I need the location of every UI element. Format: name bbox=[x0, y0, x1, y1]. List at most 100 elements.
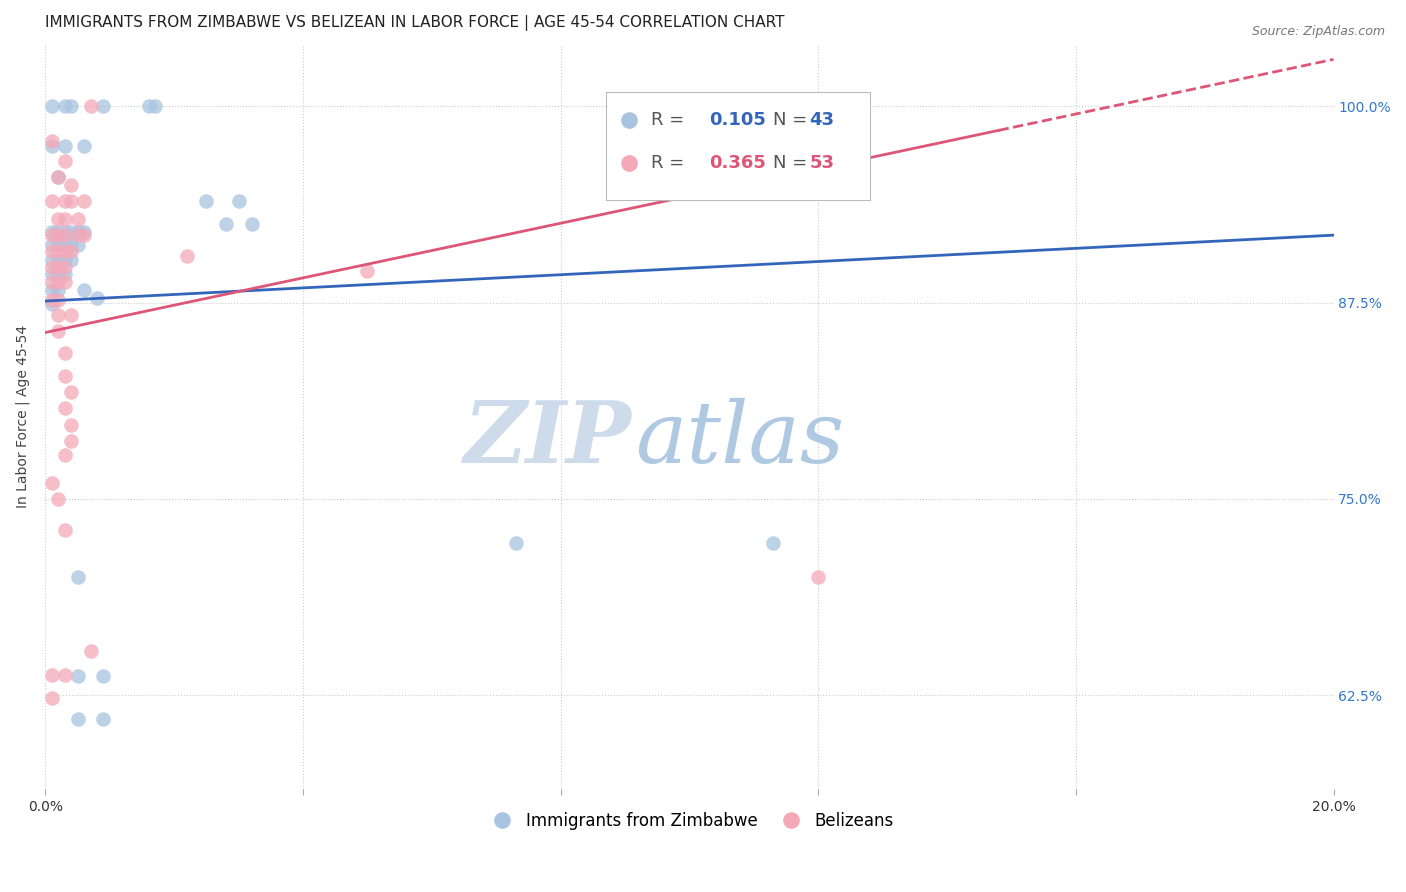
Point bbox=[66, 237, 89, 252]
Point bbox=[73, 138, 96, 153]
Point bbox=[41, 260, 63, 274]
Point bbox=[53, 194, 76, 208]
Point bbox=[807, 570, 830, 584]
Point bbox=[228, 194, 250, 208]
Point bbox=[53, 237, 76, 252]
Point bbox=[41, 237, 63, 252]
Point bbox=[53, 401, 76, 415]
Point bbox=[53, 253, 76, 268]
Point bbox=[240, 217, 263, 231]
Point bbox=[48, 244, 70, 258]
Point bbox=[176, 249, 198, 263]
Text: ZIP: ZIP bbox=[464, 397, 631, 481]
Point bbox=[66, 570, 89, 584]
Point bbox=[53, 268, 76, 282]
Point bbox=[41, 253, 63, 268]
Point bbox=[60, 418, 83, 433]
Point bbox=[93, 669, 115, 683]
Point bbox=[73, 194, 96, 208]
Point bbox=[66, 712, 89, 726]
Point bbox=[41, 283, 63, 297]
Text: atlas: atlas bbox=[636, 398, 845, 480]
Point bbox=[53, 225, 76, 239]
Point bbox=[93, 712, 115, 726]
Point bbox=[215, 217, 238, 231]
Point bbox=[356, 264, 378, 278]
Point bbox=[53, 260, 76, 274]
Point bbox=[60, 237, 83, 252]
Point bbox=[41, 134, 63, 148]
Point bbox=[41, 268, 63, 282]
Point bbox=[48, 293, 70, 307]
Point bbox=[86, 291, 108, 305]
Point bbox=[143, 99, 166, 113]
Point bbox=[66, 212, 89, 227]
Point bbox=[66, 228, 89, 243]
Point bbox=[48, 212, 70, 227]
Point bbox=[48, 225, 70, 239]
Text: N =: N = bbox=[773, 112, 807, 129]
Text: 53: 53 bbox=[810, 154, 834, 172]
Point bbox=[66, 225, 89, 239]
Point bbox=[48, 283, 70, 297]
Point bbox=[53, 244, 76, 258]
Point bbox=[41, 476, 63, 491]
Point bbox=[66, 669, 89, 683]
Point bbox=[41, 99, 63, 113]
Point bbox=[60, 308, 83, 322]
Point bbox=[53, 369, 76, 384]
Point bbox=[53, 346, 76, 360]
Point bbox=[60, 253, 83, 268]
Point bbox=[53, 667, 76, 681]
Point bbox=[53, 212, 76, 227]
Text: 43: 43 bbox=[810, 112, 834, 129]
Point bbox=[41, 228, 63, 243]
Point bbox=[53, 154, 76, 169]
Point bbox=[48, 275, 70, 289]
Text: 0.105: 0.105 bbox=[709, 112, 766, 129]
Point bbox=[48, 491, 70, 506]
Point bbox=[762, 536, 785, 550]
Point bbox=[73, 228, 96, 243]
Point bbox=[48, 228, 70, 243]
Y-axis label: In Labor Force | Age 45-54: In Labor Force | Age 45-54 bbox=[15, 325, 30, 508]
Point bbox=[41, 194, 63, 208]
Point bbox=[195, 194, 218, 208]
Point bbox=[53, 228, 76, 243]
Point bbox=[53, 523, 76, 537]
Point bbox=[60, 225, 83, 239]
Text: 0.365: 0.365 bbox=[709, 154, 766, 172]
Point bbox=[53, 275, 76, 289]
Text: N =: N = bbox=[773, 154, 807, 172]
Point bbox=[60, 194, 83, 208]
Text: Source: ZipAtlas.com: Source: ZipAtlas.com bbox=[1251, 25, 1385, 38]
Point bbox=[60, 434, 83, 448]
Point bbox=[60, 385, 83, 400]
Point bbox=[41, 244, 63, 258]
Point bbox=[48, 170, 70, 185]
Point bbox=[505, 536, 527, 550]
Point bbox=[48, 170, 70, 185]
Point bbox=[60, 244, 83, 258]
Point bbox=[53, 448, 76, 462]
Point bbox=[60, 99, 83, 113]
Point bbox=[48, 268, 70, 282]
Point bbox=[79, 99, 101, 113]
Text: IMMIGRANTS FROM ZIMBABWE VS BELIZEAN IN LABOR FORCE | AGE 45-54 CORRELATION CHAR: IMMIGRANTS FROM ZIMBABWE VS BELIZEAN IN … bbox=[45, 15, 785, 31]
Point bbox=[41, 667, 63, 681]
Point bbox=[53, 138, 76, 153]
Legend: Immigrants from Zimbabwe, Belizeans: Immigrants from Zimbabwe, Belizeans bbox=[479, 805, 900, 837]
Point bbox=[48, 324, 70, 338]
Point bbox=[73, 225, 96, 239]
Point bbox=[53, 99, 76, 113]
Point bbox=[41, 297, 63, 311]
Point bbox=[48, 260, 70, 274]
Text: R =: R = bbox=[651, 154, 685, 172]
Point bbox=[41, 138, 63, 153]
Point bbox=[73, 283, 96, 297]
Point bbox=[41, 293, 63, 307]
Text: R =: R = bbox=[651, 112, 685, 129]
Point bbox=[48, 253, 70, 268]
Point bbox=[60, 178, 83, 192]
Point bbox=[138, 99, 160, 113]
